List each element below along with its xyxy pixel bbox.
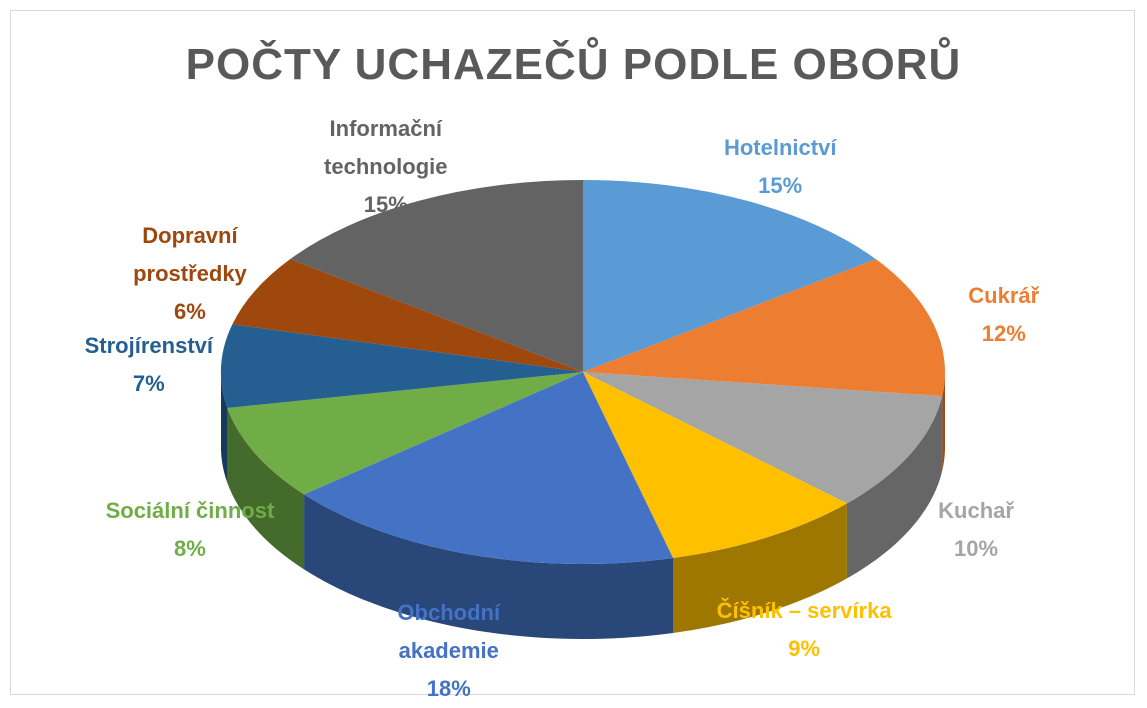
data-label: Informační technologie 15%: [286, 110, 486, 224]
data-label: Obchodní akademie 18%: [349, 594, 549, 708]
value-label: 7%: [132, 370, 165, 396]
data-label: Dopravní prostředky 6%: [90, 217, 290, 331]
category-label: Strojírenství: [84, 332, 213, 358]
value-label: 12%: [981, 320, 1026, 346]
category-label: Sociální činnost: [105, 498, 275, 524]
slice: [304, 372, 674, 564]
value-label: 18%: [426, 676, 471, 702]
slice-side: [673, 503, 847, 633]
slice: [583, 372, 847, 558]
data-label: Číšník – servírka 9%: [704, 592, 904, 668]
slice: [583, 259, 945, 397]
chart-title: POČTY UCHAZEČŮ PODLE OBORŮ: [185, 40, 962, 89]
slice: [290, 180, 583, 372]
data-label: Cukrář 12%: [904, 277, 1104, 353]
slice: [583, 180, 876, 372]
category-label: Dopravní prostředky: [133, 222, 247, 286]
value-label: 15%: [758, 172, 803, 198]
value-label: 10%: [954, 536, 999, 562]
category-label: Kuchař: [938, 498, 1014, 524]
slice: [227, 372, 583, 495]
slice: [232, 259, 583, 372]
category-label: Obchodní akademie: [397, 600, 501, 664]
data-label: Strojírenství 7%: [49, 327, 249, 403]
value-label: 9%: [788, 636, 821, 662]
category-label: Informační technologie: [324, 115, 448, 179]
value-label: 6%: [174, 298, 206, 324]
value-label: 15%: [363, 191, 408, 217]
data-label: Hotelnictví 15%: [680, 129, 880, 205]
slice-side: [227, 407, 305, 570]
slice: [583, 372, 943, 504]
slice: [221, 324, 584, 408]
value-label: 8%: [174, 536, 206, 562]
category-label: Číšník – servírka: [716, 598, 892, 624]
slice-side: [942, 372, 945, 472]
slice-side: [221, 372, 228, 483]
category-label: Cukrář: [968, 282, 1040, 308]
data-label: Sociální činnost 8%: [90, 492, 290, 568]
slice-side: [304, 494, 674, 639]
data-label: Kuchař 10%: [876, 492, 1076, 568]
slice-side: [846, 396, 943, 579]
category-label: Hotelnictví: [723, 134, 837, 160]
